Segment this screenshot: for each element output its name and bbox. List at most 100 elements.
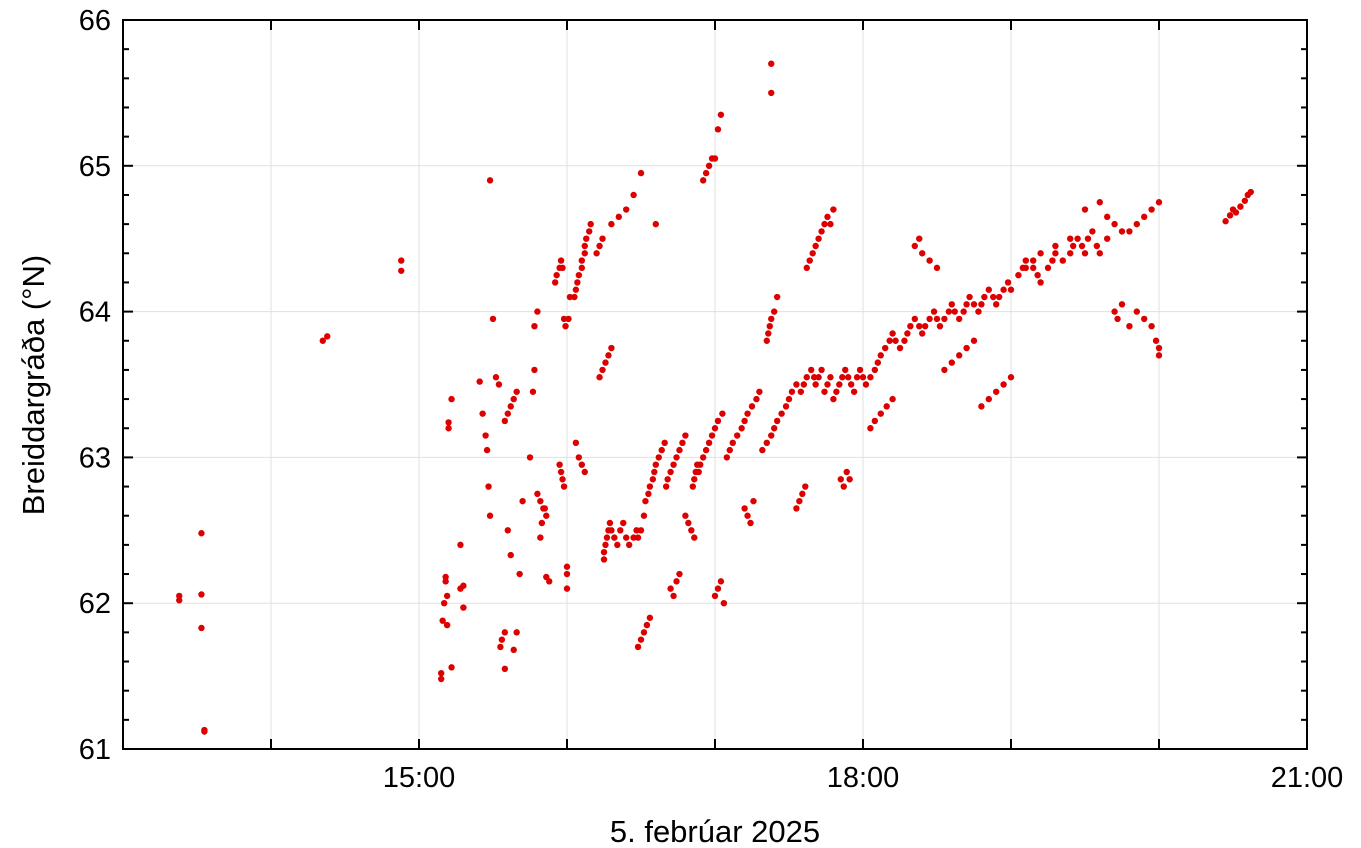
data-point xyxy=(978,301,985,308)
data-point xyxy=(921,322,929,330)
data-point xyxy=(809,250,816,257)
data-point xyxy=(670,592,677,600)
data-point xyxy=(673,578,680,585)
data-point xyxy=(615,213,622,221)
data-point xyxy=(744,410,751,417)
data-point xyxy=(495,381,503,388)
y-tick-label: 65 xyxy=(79,151,111,183)
data-point xyxy=(198,591,205,598)
data-point xyxy=(483,446,491,454)
data-point xyxy=(198,530,205,537)
data-point xyxy=(492,374,500,381)
data-point xyxy=(904,330,911,337)
data-point xyxy=(324,333,331,340)
data-point xyxy=(617,527,624,534)
data-point xyxy=(941,315,948,323)
data-point xyxy=(741,505,748,512)
data-point xyxy=(1126,322,1133,330)
data-point xyxy=(1141,213,1148,221)
data-point xyxy=(625,541,633,549)
data-point xyxy=(788,388,796,395)
data-point xyxy=(479,410,486,417)
data-point xyxy=(600,548,608,556)
data-point xyxy=(711,592,719,600)
data-point xyxy=(963,344,970,352)
data-point xyxy=(1044,264,1052,272)
data-point xyxy=(1148,322,1155,330)
data-point xyxy=(1104,213,1111,221)
data-point xyxy=(747,519,754,527)
data-point xyxy=(574,279,581,286)
data-point xyxy=(667,468,674,476)
data-point xyxy=(602,541,609,549)
data-point xyxy=(765,330,772,337)
data-point xyxy=(744,512,751,519)
data-point xyxy=(476,378,483,385)
data-point xyxy=(575,271,583,279)
data-point xyxy=(581,242,588,250)
data-point xyxy=(793,381,800,388)
data-point xyxy=(1104,235,1111,242)
data-point xyxy=(867,425,874,432)
data-point xyxy=(556,461,563,468)
data-point xyxy=(763,337,770,344)
data-point xyxy=(661,439,668,447)
data-point xyxy=(562,322,569,330)
data-point xyxy=(655,454,662,461)
data-point xyxy=(201,726,208,734)
data-point xyxy=(1133,308,1141,315)
data-point xyxy=(827,220,834,228)
data-point xyxy=(907,322,914,330)
data-point xyxy=(1226,212,1234,219)
data-point xyxy=(667,585,674,592)
data-point xyxy=(818,366,825,374)
data-point xyxy=(738,425,745,432)
data-point xyxy=(689,483,696,490)
x-tick-label: 18:00 xyxy=(827,762,900,794)
data-point xyxy=(673,454,680,461)
data-point xyxy=(941,366,948,374)
data-point xyxy=(559,264,566,272)
data-point xyxy=(956,352,963,359)
data-point xyxy=(640,512,648,519)
data-point xyxy=(578,461,585,468)
data-point xyxy=(531,322,538,330)
data-point xyxy=(1000,381,1007,388)
data-point xyxy=(768,89,775,97)
data-point xyxy=(563,563,571,570)
data-point xyxy=(649,476,657,483)
data-point xyxy=(646,614,654,621)
data-point xyxy=(978,403,985,410)
data-point xyxy=(572,286,580,293)
data-point xyxy=(1093,242,1101,250)
data-point xyxy=(581,250,588,257)
data-point xyxy=(602,359,609,366)
data-point xyxy=(768,432,775,439)
data-point xyxy=(766,322,773,330)
data-point xyxy=(773,293,781,301)
data-point xyxy=(1118,228,1126,235)
data-point xyxy=(1152,337,1160,344)
data-point xyxy=(824,213,831,221)
data-point xyxy=(442,578,449,585)
data-point xyxy=(1000,286,1007,293)
data-point xyxy=(756,388,763,395)
data-point xyxy=(682,512,689,519)
data-point xyxy=(519,497,526,505)
data-point xyxy=(685,519,692,527)
data-point xyxy=(759,446,766,454)
data-point xyxy=(586,228,593,235)
data-point xyxy=(867,374,874,381)
data-point xyxy=(901,337,908,344)
data-point xyxy=(443,592,451,600)
data-point xyxy=(634,534,642,541)
data-point xyxy=(566,293,574,301)
data-point xyxy=(637,527,645,534)
data-point xyxy=(856,366,864,374)
data-point xyxy=(970,301,978,308)
data-point xyxy=(1118,301,1126,308)
data-point xyxy=(714,585,722,592)
data-point xyxy=(565,315,572,323)
data-point xyxy=(719,410,726,417)
data-point xyxy=(460,604,467,611)
